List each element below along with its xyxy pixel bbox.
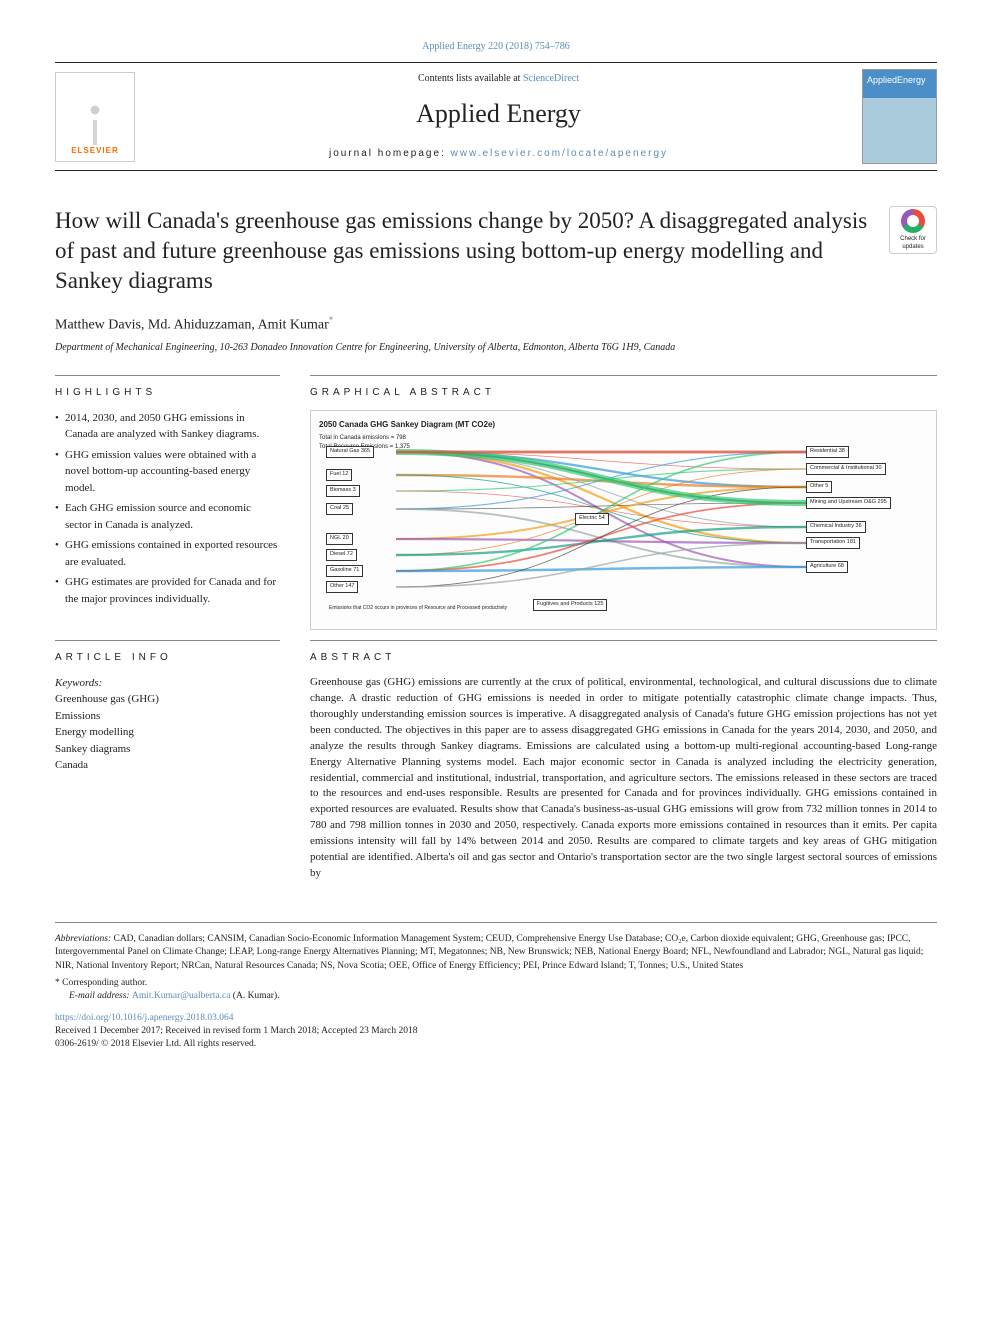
sankey-node: Mining and Upstream O&G 295: [806, 497, 891, 509]
sankey-node: Agriculture 68: [806, 561, 848, 573]
authors: Matthew Davis, Md. Ahiduzzaman, Amit Kum…: [55, 314, 937, 335]
elsevier-logo: ELSEVIER: [55, 72, 135, 162]
keyword-item: Energy modelling: [55, 724, 280, 741]
sankey-node: Other 5: [806, 481, 832, 493]
elsevier-label: ELSEVIER: [71, 145, 119, 156]
header-citation: Applied Energy 220 (2018) 754–786: [55, 40, 937, 54]
email-label: E-mail address:: [69, 991, 132, 1001]
journal-cover: AppliedEnergy: [862, 69, 937, 164]
homepage-line: journal homepage: www.elsevier.com/locat…: [147, 147, 850, 161]
sankey-node: Fuel 12: [326, 469, 352, 481]
sankey-node: Chemical Industry 36: [806, 521, 866, 533]
abstract-heading: ABSTRACT: [310, 640, 937, 665]
affiliation: Department of Mechanical Engineering, 10…: [55, 341, 937, 355]
article-info-heading: ARTICLE INFO: [55, 640, 280, 665]
masthead: ELSEVIER Contents lists available at Sci…: [55, 62, 937, 171]
ga-title: 2050 Canada GHG Sankey Diagram (MT CO2e): [319, 419, 928, 430]
graphical-abstract: 2050 Canada GHG Sankey Diagram (MT CO2e)…: [310, 410, 937, 630]
authors-names: Matthew Davis, Md. Ahiduzzaman, Amit Kum…: [55, 317, 329, 332]
keywords-label: Keywords:: [55, 675, 280, 692]
sankey-node: Biomass 3: [326, 485, 360, 497]
highlight-item: 2014, 2030, and 2050 GHG emissions in Ca…: [55, 410, 280, 443]
email-line: E-mail address: Amit.Kumar@ualberta.ca (…: [69, 990, 937, 1003]
corresponding-note: * Corresponding author.: [55, 977, 937, 990]
highlights-list: 2014, 2030, and 2050 GHG emissions in Ca…: [55, 410, 280, 608]
sankey-node: Diesel 72: [326, 549, 357, 561]
abbreviations-label: Abbreviations:: [55, 934, 111, 944]
masthead-center: Contents lists available at ScienceDirec…: [147, 72, 850, 160]
ga-footnote: Emissions that CO2 occurs in provinces o…: [329, 605, 507, 612]
corresponding-marker: *: [329, 315, 334, 325]
sankey-node: Electric 54: [575, 513, 609, 525]
highlights-heading: HIGHLIGHTS: [55, 375, 280, 400]
sankey-node: Other 147: [326, 581, 358, 593]
sankey-node: Residential 38: [806, 446, 849, 458]
sankey-node: Transportation 181: [806, 537, 860, 549]
abstract-text: Greenhouse gas (GHG) emissions are curre…: [310, 675, 937, 882]
sankey-node: Natural Gas 365: [326, 446, 374, 458]
sciencedirect-link[interactable]: ScienceDirect: [523, 73, 579, 84]
journal-title: Applied Energy: [147, 96, 850, 132]
keyword-item: Canada: [55, 757, 280, 774]
sankey-node: NGL 20: [326, 533, 353, 545]
article-title: How will Canada's greenhouse gas emissio…: [55, 206, 869, 296]
doi-link[interactable]: https://doi.org/10.1016/j.apenergy.2018.…: [55, 1012, 937, 1025]
sankey-node: Gasoline 71: [326, 565, 363, 577]
graphical-abstract-heading: GRAPHICAL ABSTRACT: [310, 375, 937, 400]
footer: Abbreviations: CAD, Canadian dollars; CA…: [55, 922, 937, 1051]
copyright-line: 0306-2619/ © 2018 Elsevier Ltd. All righ…: [55, 1038, 937, 1051]
keywords-block: Keywords: Greenhouse gas (GHG) Emissions…: [55, 675, 280, 774]
journal-cover-label: AppliedEnergy: [867, 74, 926, 87]
contents-prefix: Contents lists available at: [418, 73, 523, 84]
elsevier-tree-icon: [70, 90, 120, 145]
abbreviations-text: CAD, Canadian dollars; CANSIM, Canadian …: [55, 934, 923, 971]
highlight-item: Each GHG emission source and economic se…: [55, 500, 280, 533]
highlight-item: GHG estimates are provided for Canada an…: [55, 574, 280, 607]
homepage-link[interactable]: www.elsevier.com/locate/apenergy: [451, 148, 668, 159]
homepage-prefix: journal homepage:: [329, 148, 451, 159]
email-suffix: (A. Kumar).: [230, 991, 279, 1001]
check-updates-label: Check for updates: [890, 235, 936, 252]
highlight-item: GHG emissions contained in exported reso…: [55, 537, 280, 570]
received-line: Received 1 December 2017; Received in re…: [55, 1025, 937, 1038]
abbreviations: Abbreviations: CAD, Canadian dollars; CA…: [55, 933, 937, 973]
email-link[interactable]: Amit.Kumar@ualberta.ca: [132, 991, 230, 1001]
sankey-node: Commercial & Institutional 30: [806, 463, 886, 475]
check-updates-badge[interactable]: Check for updates: [889, 206, 937, 254]
keyword-item: Emissions: [55, 708, 280, 725]
contents-line: Contents lists available at ScienceDirec…: [147, 72, 850, 86]
keyword-item: Sankey diagrams: [55, 741, 280, 758]
sankey-node: Fugitives and Products 125: [533, 599, 608, 611]
sankey-diagram: Natural Gas 365 Fuel 12 Biomass 3 Coal 25 NG…: [321, 441, 926, 614]
check-updates-icon: [901, 209, 925, 233]
sankey-node: Coal 25: [326, 503, 353, 515]
highlight-item: GHG emission values were obtained with a…: [55, 447, 280, 497]
keyword-item: Greenhouse gas (GHG): [55, 691, 280, 708]
